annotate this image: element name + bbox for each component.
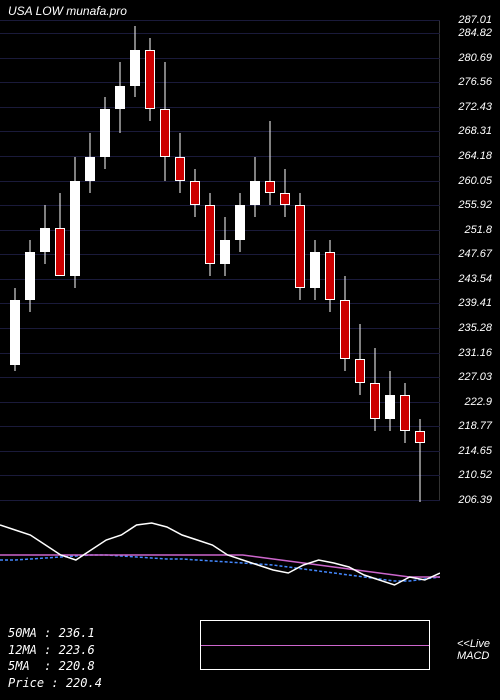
grid-line — [0, 82, 440, 83]
y-axis-label: 272.43 — [458, 101, 492, 113]
grid-line — [0, 181, 440, 182]
grid-line — [0, 156, 440, 157]
y-axis-label: 231.16 — [458, 347, 492, 359]
y-axis-label: 210.52 — [458, 469, 492, 481]
y-axis-label: 247.67 — [458, 248, 492, 260]
macd-line — [0, 523, 440, 585]
grid-line — [0, 328, 440, 329]
grid-line — [0, 58, 440, 59]
macd-indicator — [0, 505, 440, 625]
grid-line — [0, 451, 440, 452]
macd-live-box — [200, 620, 430, 670]
grid-line — [0, 33, 440, 34]
grid-line — [0, 20, 440, 21]
y-axis-label: 218.77 — [458, 420, 492, 432]
y-axis-label: 276.56 — [458, 76, 492, 88]
y-axis-label: 268.31 — [458, 125, 492, 137]
y-axis-label: 235.28 — [458, 322, 492, 334]
grid-line — [0, 303, 440, 304]
y-axis-label: 206.39 — [458, 494, 492, 506]
candlestick-chart — [0, 20, 440, 500]
info-panel: 50MA : 236.1 12MA : 223.6 5MA : 220.8 Pr… — [8, 625, 102, 692]
y-axis-label: 284.82 — [458, 27, 492, 39]
macd-line — [0, 555, 440, 577]
chart-header: USA LOW munafa.pro — [8, 4, 127, 18]
y-axis: 287.01284.82280.69276.56272.43268.31264.… — [440, 20, 500, 500]
y-axis-label: 287.01 — [458, 14, 492, 26]
y-axis-label: 264.18 — [458, 150, 492, 162]
ma5-row: 5MA : 220.8 — [8, 658, 102, 675]
y-axis-label: 251.8 — [464, 224, 492, 236]
grid-line — [0, 131, 440, 132]
macd-label: <<Live MACD — [457, 638, 490, 662]
grid-line — [0, 475, 440, 476]
ma12-row: 12MA : 223.6 — [8, 642, 102, 659]
ma50-row: 50MA : 236.1 — [8, 625, 102, 642]
grid-line — [0, 107, 440, 108]
y-axis-label: 239.41 — [458, 297, 492, 309]
y-axis-label: 214.65 — [458, 445, 492, 457]
y-axis-label: 280.69 — [458, 52, 492, 64]
grid-line — [0, 230, 440, 231]
price-row: Price : 220.4 — [8, 675, 102, 692]
grid-line — [0, 205, 440, 206]
y-axis-label: 227.03 — [458, 371, 492, 383]
grid-line — [0, 500, 440, 501]
y-axis-label: 260.05 — [458, 175, 492, 187]
y-axis-label: 222.9 — [464, 396, 492, 408]
y-axis-label: 255.92 — [458, 199, 492, 211]
macd-line — [0, 555, 440, 581]
grid-line — [0, 279, 440, 280]
y-axis-label: 243.54 — [458, 273, 492, 285]
